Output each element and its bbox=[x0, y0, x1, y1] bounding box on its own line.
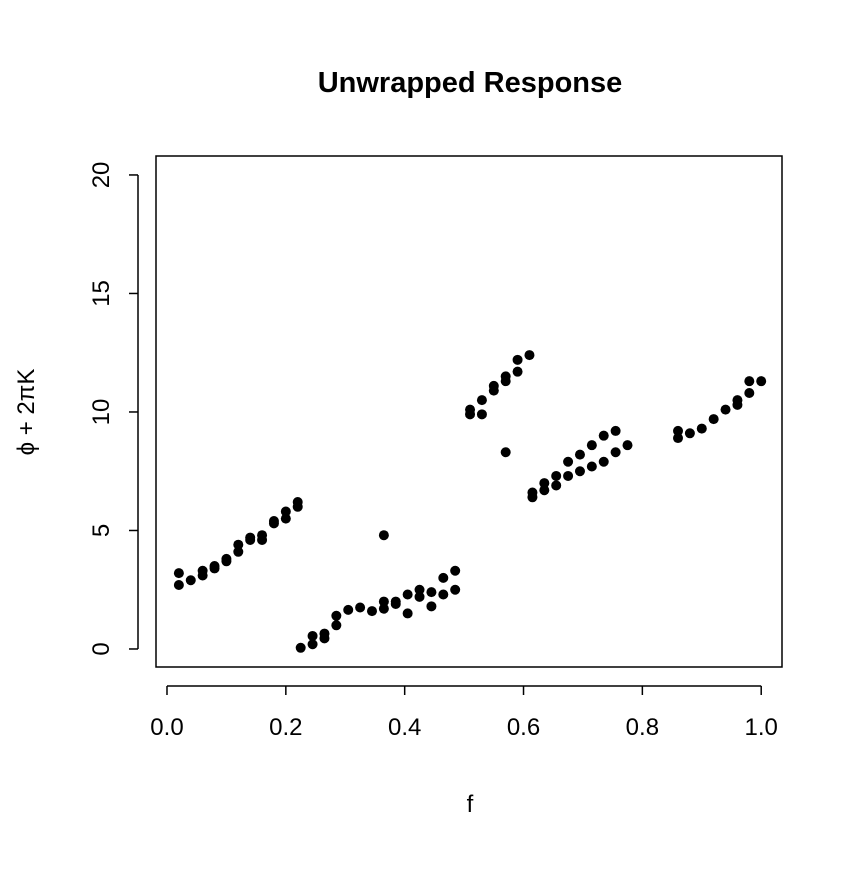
point bbox=[366, 606, 377, 617]
point bbox=[355, 602, 366, 613]
point bbox=[512, 354, 523, 365]
y-tick-label: 0 bbox=[88, 642, 115, 655]
point bbox=[438, 589, 449, 600]
point bbox=[708, 414, 719, 425]
point bbox=[732, 395, 743, 406]
point bbox=[197, 565, 208, 576]
point bbox=[426, 601, 437, 612]
point bbox=[476, 409, 487, 420]
point bbox=[673, 433, 684, 444]
y-tick-label: 5 bbox=[88, 524, 115, 537]
y-tick-label: 15 bbox=[88, 280, 115, 307]
point bbox=[331, 610, 342, 621]
point bbox=[512, 366, 523, 377]
point bbox=[402, 589, 413, 600]
point bbox=[551, 470, 562, 481]
point bbox=[221, 556, 232, 567]
point bbox=[551, 480, 562, 491]
point bbox=[563, 470, 574, 481]
x-tick-label: 1.0 bbox=[745, 714, 778, 741]
point bbox=[500, 447, 511, 458]
point bbox=[539, 485, 550, 496]
point bbox=[268, 516, 279, 526]
plot-box bbox=[155, 155, 783, 668]
point bbox=[574, 466, 585, 477]
point bbox=[720, 404, 731, 415]
point bbox=[319, 628, 330, 639]
point bbox=[756, 376, 767, 387]
x-axis-label: f bbox=[467, 791, 474, 818]
point bbox=[563, 456, 574, 467]
point bbox=[438, 572, 449, 583]
point bbox=[696, 423, 707, 434]
point bbox=[610, 425, 621, 436]
point bbox=[173, 568, 184, 579]
point bbox=[673, 425, 684, 436]
point bbox=[426, 587, 437, 598]
x-tick-label: 0.4 bbox=[388, 714, 421, 741]
point bbox=[414, 584, 425, 595]
point bbox=[280, 513, 291, 524]
point bbox=[378, 530, 389, 541]
point bbox=[450, 584, 461, 595]
point bbox=[488, 380, 499, 391]
point bbox=[450, 565, 461, 576]
point bbox=[524, 350, 535, 361]
point bbox=[307, 630, 318, 641]
point bbox=[307, 639, 318, 650]
chart-title: Unwrapped Response bbox=[318, 67, 623, 99]
point bbox=[402, 608, 413, 619]
y-tick-label: 20 bbox=[88, 162, 115, 189]
point bbox=[378, 596, 389, 607]
point bbox=[476, 395, 487, 406]
point bbox=[331, 620, 342, 631]
point bbox=[574, 449, 585, 460]
point bbox=[586, 461, 597, 472]
point bbox=[343, 604, 354, 615]
y-tick-label: 10 bbox=[88, 399, 115, 426]
point bbox=[280, 506, 291, 517]
point bbox=[185, 575, 196, 586]
point bbox=[292, 497, 303, 508]
point bbox=[586, 440, 597, 451]
point bbox=[295, 642, 306, 653]
point bbox=[500, 371, 511, 382]
point bbox=[744, 376, 755, 387]
point bbox=[257, 530, 268, 541]
point bbox=[527, 487, 538, 498]
point bbox=[744, 388, 755, 399]
point bbox=[233, 539, 244, 550]
point bbox=[245, 532, 256, 543]
point bbox=[610, 447, 621, 458]
point bbox=[390, 596, 401, 607]
point bbox=[598, 430, 609, 441]
point bbox=[209, 563, 220, 574]
point bbox=[539, 478, 550, 489]
point bbox=[173, 579, 184, 590]
x-tick-label: 0.2 bbox=[269, 714, 302, 741]
point bbox=[622, 440, 633, 451]
point bbox=[684, 428, 695, 439]
point bbox=[378, 603, 389, 614]
point bbox=[465, 404, 476, 415]
point bbox=[414, 591, 425, 602]
x-tick-label: 0.6 bbox=[507, 714, 540, 741]
point bbox=[598, 456, 609, 467]
x-tick-label: 0.8 bbox=[626, 714, 659, 741]
y-axis-label: ϕ + 2πK bbox=[13, 369, 40, 456]
point bbox=[233, 546, 244, 557]
x-tick-label: 0.0 bbox=[150, 714, 183, 741]
